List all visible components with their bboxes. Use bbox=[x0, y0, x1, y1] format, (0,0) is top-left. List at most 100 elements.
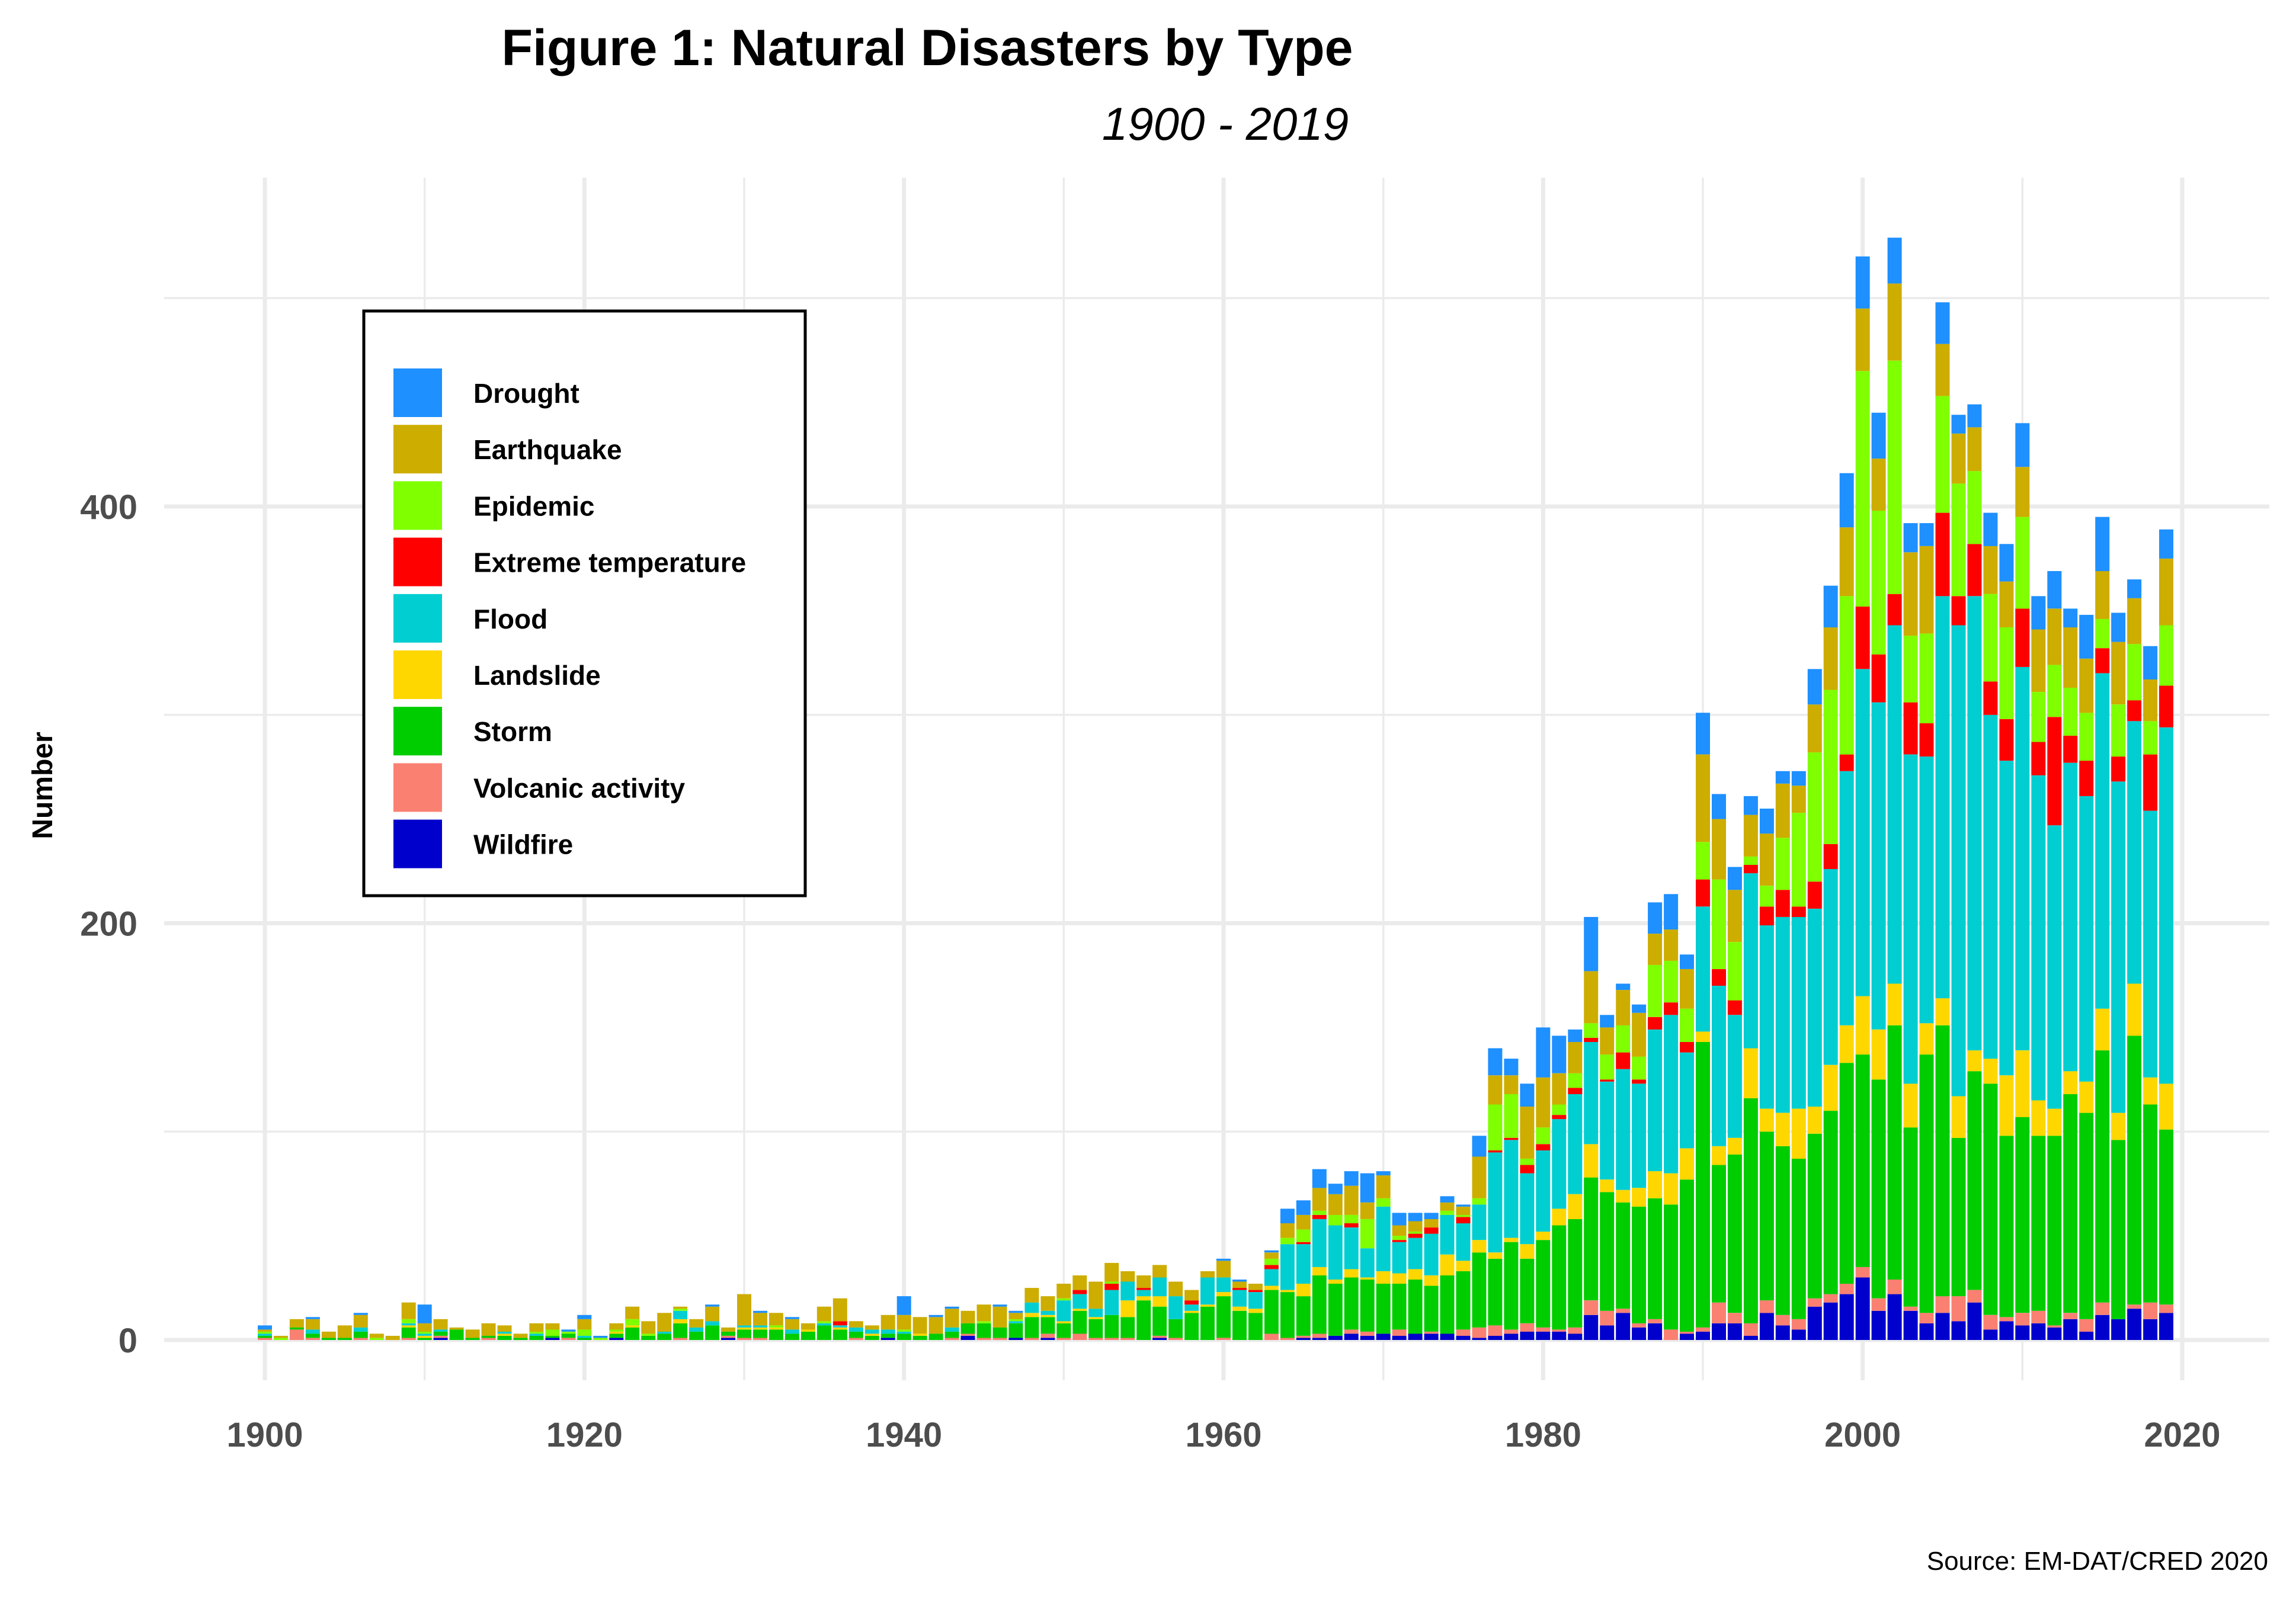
bar-segment-flood-1920 bbox=[577, 1336, 592, 1338]
bar-segment-landslide-1941 bbox=[912, 1333, 927, 1336]
bar-segment-earthquake-1916 bbox=[513, 1333, 528, 1338]
bar-segment-landslide-1922 bbox=[609, 1331, 624, 1334]
bar-segment-wildfire-1980 bbox=[1536, 1331, 1551, 1340]
legend-label: Volcanic activity bbox=[473, 772, 686, 803]
bar-segment-flood-1970 bbox=[1376, 1206, 1391, 1271]
bar-segment-storm-1975 bbox=[1456, 1271, 1471, 1330]
bar-segment-earthquake-1949 bbox=[1040, 1296, 1055, 1311]
bar-segment-wildfire-2019 bbox=[2159, 1313, 2173, 1340]
bar-segment-drought-1943 bbox=[944, 1306, 959, 1309]
bar-segment-flood-1978 bbox=[1504, 1140, 1519, 1238]
bar-segment-drought-2015 bbox=[2095, 517, 2110, 572]
bar-segment-epidemic-1950 bbox=[1056, 1298, 1071, 1301]
bar-segment-flood-1995 bbox=[1775, 916, 1790, 1113]
bar-segment-volcanic-activity-2010 bbox=[2015, 1313, 2030, 1326]
bar-segment-landslide-1951 bbox=[1072, 1309, 1087, 1311]
legend-key bbox=[393, 537, 442, 586]
bar-segment-storm-1946 bbox=[992, 1327, 1007, 1338]
bar-segment-landslide-1979 bbox=[1520, 1244, 1535, 1259]
x-tick-label: 1920 bbox=[546, 1416, 623, 1454]
bar-segment-flood-1973 bbox=[1424, 1233, 1439, 1275]
bar-segment-wildfire-1976 bbox=[1472, 1338, 1487, 1340]
bar-segment-earthquake-1943 bbox=[944, 1309, 959, 1328]
bar-segment-volcanic-activity-2004 bbox=[1919, 1313, 1934, 1323]
bar-segment-flood-1983 bbox=[1584, 1042, 1599, 1144]
bar-segment-landslide-2003 bbox=[1903, 1083, 1918, 1128]
bar-segment-volcanic-activity-1977 bbox=[1488, 1325, 1503, 1336]
bar-segment-earthquake-1935 bbox=[816, 1306, 831, 1322]
bar-segment-epidemic-1917 bbox=[529, 1331, 544, 1334]
bar-segment-storm-1945 bbox=[976, 1323, 991, 1338]
bar-segment-wildfire-1974 bbox=[1440, 1333, 1455, 1340]
bar-segment-landslide-2000 bbox=[1855, 996, 1870, 1055]
bar-segment-landslide-1984 bbox=[1600, 1179, 1615, 1192]
bar-segment-earthquake-1938 bbox=[864, 1325, 879, 1330]
bar-segment-flood-2006 bbox=[1951, 625, 1966, 1097]
bar-segment-wildfire-2014 bbox=[2079, 1331, 2094, 1340]
y-tick-label: 400 bbox=[80, 488, 137, 527]
bar-segment-storm-1992 bbox=[1727, 1154, 1742, 1313]
bar-segment-storm-2014 bbox=[2079, 1113, 2094, 1319]
bar-segment-landslide-1973 bbox=[1424, 1275, 1439, 1286]
bar-segment-landslide-1976 bbox=[1472, 1240, 1487, 1253]
bar-segment-flood-1958 bbox=[1184, 1304, 1199, 1311]
bar-segment-extreme-temperature-1995 bbox=[1775, 890, 1790, 917]
bar-segment-storm-1948 bbox=[1024, 1317, 1039, 1338]
chart-title: Figure 1: Natural Disasters by Type bbox=[502, 20, 1353, 76]
bar-segment-extreme-temperature-1998 bbox=[1823, 844, 1838, 869]
legend-label: Earthquake bbox=[473, 434, 622, 465]
bar-segment-volcanic-activity-1945 bbox=[976, 1338, 991, 1340]
bar-segment-earthquake-2007 bbox=[1967, 427, 1982, 472]
bar-segment-wildfire-1992 bbox=[1727, 1323, 1742, 1340]
bar-segment-storm-1982 bbox=[1568, 1219, 1583, 1328]
bar-segment-epidemic-1963 bbox=[1264, 1258, 1279, 1265]
bar-segment-drought-1963 bbox=[1264, 1250, 1279, 1253]
bar-segment-epidemic-1976 bbox=[1472, 1198, 1487, 1205]
bar-segment-storm-2015 bbox=[2095, 1050, 2110, 1303]
bar-segment-landslide-1909 bbox=[401, 1325, 416, 1328]
bar-segment-storm-1964 bbox=[1280, 1292, 1295, 1338]
bar-segment-storm-1978 bbox=[1504, 1242, 1519, 1330]
bar-segment-storm-1905 bbox=[337, 1338, 352, 1340]
bar-segment-earthquake-1951 bbox=[1072, 1275, 1087, 1290]
legend-label: Wildfire bbox=[473, 829, 573, 860]
bar-segment-storm-2004 bbox=[1919, 1054, 1934, 1313]
bar-segment-earthquake-1932 bbox=[768, 1313, 783, 1326]
x-tick-label: 1960 bbox=[1185, 1416, 1261, 1454]
bar-segment-landslide-2009 bbox=[1999, 1075, 2014, 1136]
bar-segment-extreme-temperature-1936 bbox=[832, 1321, 847, 1326]
bar-segment-epidemic-2017 bbox=[2127, 644, 2142, 701]
bar-segment-volcanic-activity-2013 bbox=[2063, 1313, 2078, 1319]
bar-segment-storm-1927 bbox=[689, 1331, 704, 1340]
bar-segment-landslide-1948 bbox=[1024, 1313, 1039, 1317]
bar-segment-flood-2010 bbox=[2015, 666, 2030, 1050]
bar-segment-drought-1988 bbox=[1664, 894, 1679, 930]
bar-segment-storm-1923 bbox=[625, 1327, 640, 1340]
bar-segment-drought-1979 bbox=[1520, 1083, 1535, 1107]
bar-segment-storm-1986 bbox=[1632, 1206, 1647, 1323]
bar-segment-flood-1962 bbox=[1248, 1292, 1263, 1309]
bar-segment-volcanic-activity-1956 bbox=[1152, 1336, 1167, 1338]
bar-segment-earthquake-2001 bbox=[1871, 459, 1886, 511]
bar-segment-storm-1926 bbox=[673, 1323, 688, 1338]
bar-segment-storm-1972 bbox=[1408, 1280, 1423, 1334]
bar-segment-epidemic-2015 bbox=[2095, 618, 2110, 649]
bar-segment-earthquake-1971 bbox=[1392, 1225, 1407, 1236]
bar-segment-storm-2011 bbox=[2031, 1136, 2046, 1311]
bar-segment-storm-1929 bbox=[721, 1331, 735, 1336]
bar-segment-epidemic-1975 bbox=[1456, 1214, 1471, 1217]
bar-segment-earthquake-1958 bbox=[1184, 1290, 1199, 1301]
bar-segment-flood-1975 bbox=[1456, 1223, 1471, 1261]
bar-segment-earthquake-1986 bbox=[1632, 1012, 1647, 1057]
bar-segment-storm-1977 bbox=[1488, 1258, 1503, 1326]
bar-segment-flood-1900 bbox=[258, 1333, 272, 1336]
bar-segment-flood-1992 bbox=[1727, 1015, 1742, 1138]
bar-segment-earthquake-1933 bbox=[784, 1319, 799, 1330]
bar-segment-earthquake-2012 bbox=[2047, 608, 2062, 665]
bar-segment-flood-1910 bbox=[417, 1333, 432, 1336]
bar-segment-earthquake-1956 bbox=[1152, 1265, 1167, 1278]
bar-segment-landslide-2015 bbox=[2095, 1008, 2110, 1051]
legend-item-extreme-temperature: Extreme temperature bbox=[393, 537, 746, 586]
bar-segment-storm-2006 bbox=[1951, 1137, 1966, 1297]
bar-segment-flood-1993 bbox=[1743, 873, 1758, 1049]
